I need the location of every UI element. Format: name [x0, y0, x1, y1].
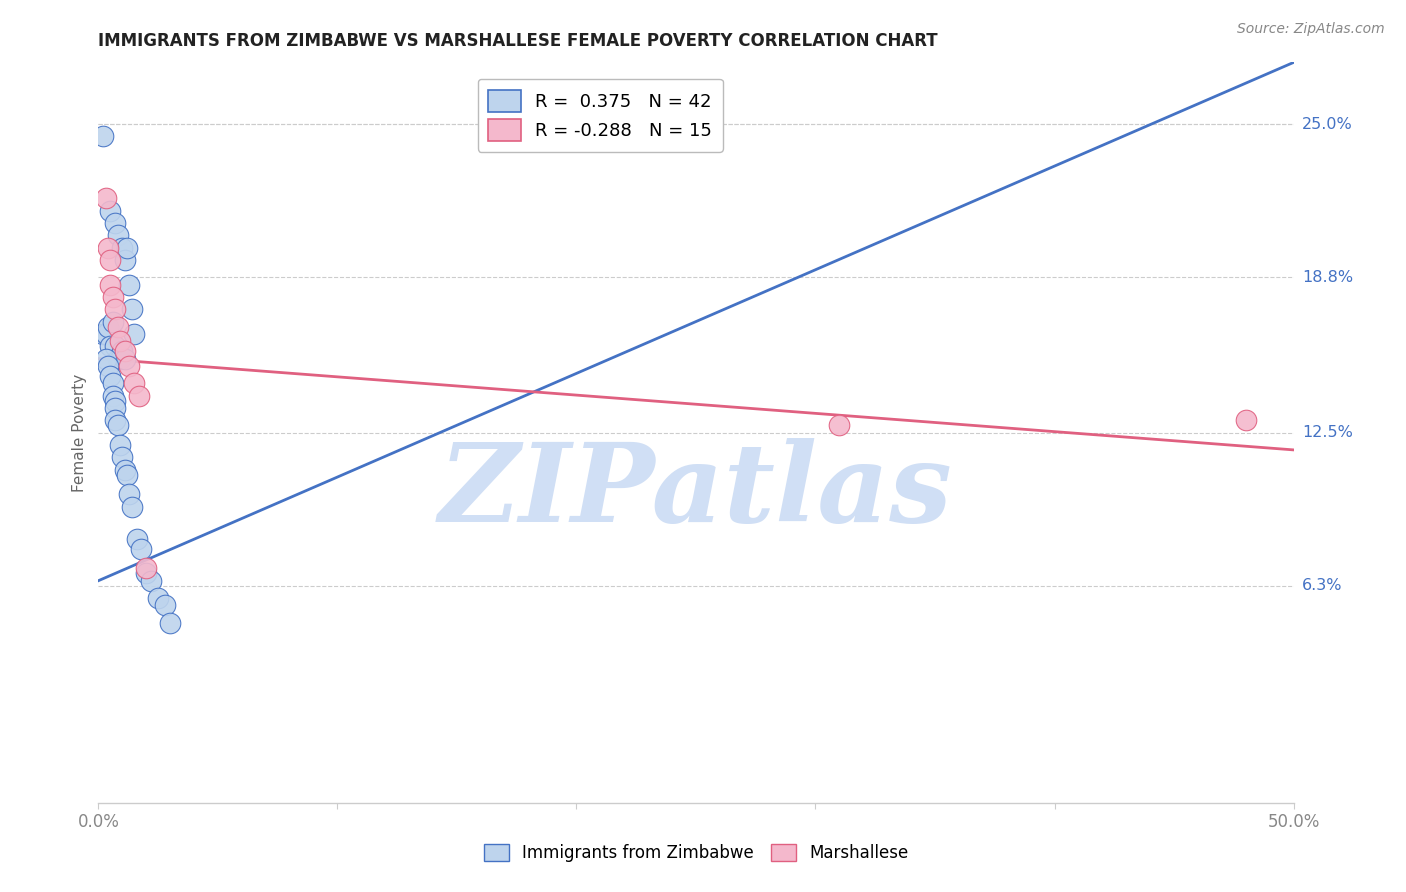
Point [107, 351, 129, 366]
Point [108, 351, 131, 366]
Point [97, 359, 120, 373]
Point [828, 418, 851, 433]
Point [121, 500, 143, 514]
Point [97, 319, 120, 334]
Text: Source: ZipAtlas.com: Source: ZipAtlas.com [1237, 22, 1385, 37]
Point [135, 561, 157, 575]
Point [104, 393, 127, 408]
Point [98, 368, 122, 383]
Point [104, 339, 127, 353]
Point [108, 334, 131, 349]
Point [98, 277, 122, 292]
Point [115, 467, 138, 482]
Point [97, 240, 120, 255]
Point [159, 615, 181, 630]
Point [94, 351, 117, 366]
Point [101, 389, 124, 403]
Point [91, 326, 114, 341]
Point [98, 252, 122, 267]
Point [114, 252, 136, 267]
Point [135, 566, 157, 581]
Legend: Immigrants from Zimbabwe, Marshallese: Immigrants from Zimbabwe, Marshallese [477, 837, 915, 869]
Point [155, 599, 177, 613]
Point [114, 462, 136, 476]
Point [128, 389, 150, 403]
Point [148, 591, 170, 605]
Text: IMMIGRANTS FROM ZIMBABWE VS MARSHALLESE FEMALE POVERTY CORRELATION CHART: IMMIGRANTS FROM ZIMBABWE VS MARSHALLESE … [98, 32, 938, 50]
Text: 6.3%: 6.3% [1302, 578, 1343, 593]
Point [107, 319, 129, 334]
Point [98, 203, 122, 218]
Point [104, 216, 127, 230]
Point [91, 129, 114, 144]
Text: ZIPatlas: ZIPatlas [439, 438, 953, 546]
Point [139, 574, 162, 588]
Point [131, 541, 153, 556]
Point [101, 315, 124, 329]
Point [124, 376, 146, 391]
Text: 25.0%: 25.0% [1302, 117, 1353, 132]
Point [121, 302, 143, 317]
Point [1234, 413, 1257, 427]
Point [118, 277, 141, 292]
Point [94, 191, 117, 205]
Point [114, 351, 136, 366]
Point [111, 450, 134, 465]
Point [125, 532, 148, 546]
Point [107, 418, 129, 433]
Point [94, 326, 117, 341]
Point [115, 240, 138, 255]
Point [114, 344, 136, 359]
Point [124, 326, 146, 341]
Point [98, 339, 122, 353]
Point [118, 487, 141, 501]
Text: 12.5%: 12.5% [1302, 425, 1353, 440]
Point [104, 302, 127, 317]
Point [104, 413, 127, 427]
Y-axis label: Female Poverty: Female Poverty [72, 374, 87, 491]
Point [108, 438, 131, 452]
Point [101, 376, 124, 391]
Point [104, 401, 127, 415]
Point [101, 290, 124, 304]
Point [111, 240, 134, 255]
Text: 18.8%: 18.8% [1302, 269, 1353, 285]
Point [118, 359, 141, 373]
Point [111, 344, 134, 359]
Point [107, 228, 129, 243]
